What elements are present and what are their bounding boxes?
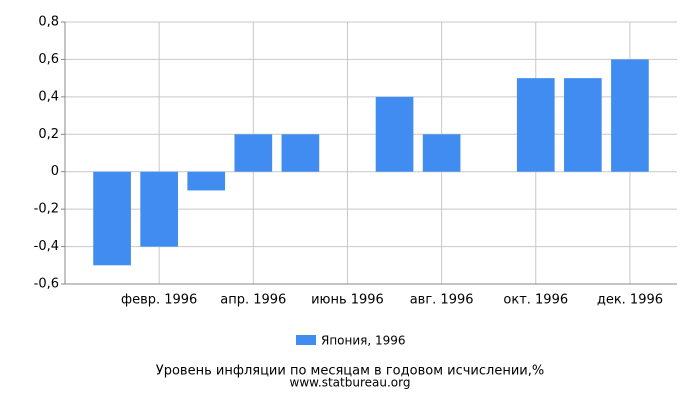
y-tick-label: -0,6 <box>34 277 59 292</box>
legend-swatch <box>296 335 316 345</box>
x-tick-label: февр. 1996 <box>121 293 197 308</box>
y-tick-label: -0,2 <box>34 202 59 217</box>
y-tick-label: 0,4 <box>38 89 59 104</box>
bar <box>234 134 273 172</box>
x-tick-label: июнь 1996 <box>311 293 384 308</box>
chart-title: Уровень инфляции по месяцам в годовом ис… <box>156 364 544 379</box>
y-tick-label: 0,6 <box>38 52 59 67</box>
x-tick-label: апр. 1996 <box>220 293 286 308</box>
bar <box>140 171 178 247</box>
y-tick-label: 0 <box>51 164 59 179</box>
bar <box>564 78 602 172</box>
y-tick-label: -0,4 <box>34 239 59 254</box>
bar <box>422 134 461 172</box>
bar <box>281 134 320 172</box>
bar <box>375 96 414 172</box>
chart-subtitle: www.statbureau.org <box>290 376 411 390</box>
bar <box>187 171 226 191</box>
x-tick-label: окт. 1996 <box>503 293 568 308</box>
bar <box>516 78 555 172</box>
bar <box>611 59 649 172</box>
bar <box>93 171 131 266</box>
x-tick-label: дек. 1996 <box>597 293 663 308</box>
legend-label: Япония, 1996 <box>321 334 406 348</box>
y-tick-label: 0,8 <box>38 15 59 30</box>
y-tick-label: 0,2 <box>38 127 59 142</box>
x-tick-label: авг. 1996 <box>410 293 474 308</box>
